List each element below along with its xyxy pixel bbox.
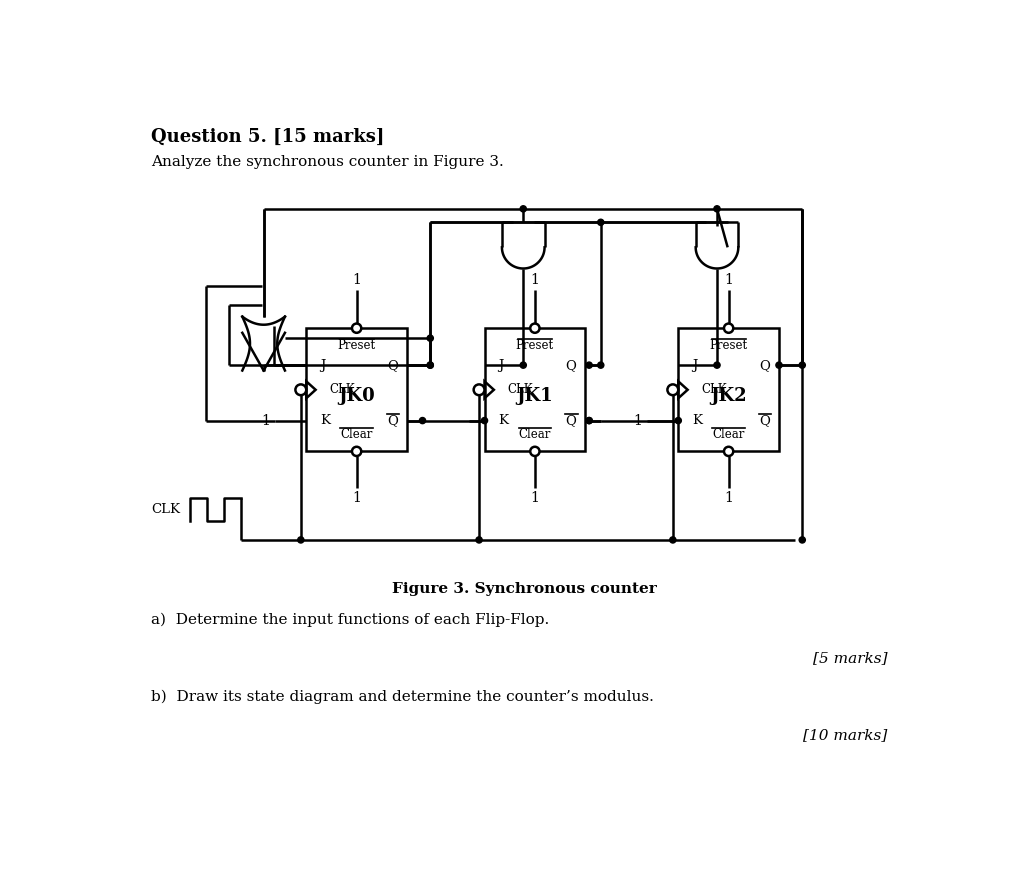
Circle shape xyxy=(420,418,426,424)
Circle shape xyxy=(481,418,487,424)
Text: J: J xyxy=(321,358,326,371)
Text: CLK: CLK xyxy=(152,503,180,516)
Circle shape xyxy=(427,362,433,368)
Text: 1: 1 xyxy=(724,274,733,288)
Circle shape xyxy=(714,362,720,368)
Text: [10 marks]: [10 marks] xyxy=(803,729,888,743)
Circle shape xyxy=(530,323,540,333)
Text: Clear: Clear xyxy=(713,428,744,441)
Text: 1: 1 xyxy=(634,413,642,427)
Circle shape xyxy=(586,362,592,368)
Circle shape xyxy=(586,418,592,424)
Text: 1: 1 xyxy=(530,490,540,504)
Text: JK0: JK0 xyxy=(338,387,375,405)
Circle shape xyxy=(586,418,592,424)
Text: Question 5. [15 marks]: Question 5. [15 marks] xyxy=(152,128,385,146)
Bar xyxy=(306,328,407,451)
Circle shape xyxy=(598,362,604,368)
Text: 1: 1 xyxy=(530,274,540,288)
Circle shape xyxy=(670,537,676,543)
Text: Q: Q xyxy=(387,414,397,427)
Circle shape xyxy=(352,323,361,333)
Text: b)  Draw its state diagram and determine the counter’s modulus.: b) Draw its state diagram and determine … xyxy=(152,690,654,704)
Text: 1: 1 xyxy=(352,274,361,288)
Text: Q: Q xyxy=(387,358,397,371)
Circle shape xyxy=(427,335,433,341)
Circle shape xyxy=(714,205,720,212)
Text: Preset: Preset xyxy=(710,338,748,351)
Circle shape xyxy=(776,362,782,368)
Text: 1: 1 xyxy=(261,413,270,427)
Text: Q: Q xyxy=(565,414,575,427)
Text: K: K xyxy=(499,414,509,427)
Text: JK2: JK2 xyxy=(711,387,746,405)
Text: CLK: CLK xyxy=(508,384,534,396)
Text: Analyze the synchronous counter in Figure 3.: Analyze the synchronous counter in Figur… xyxy=(152,155,504,169)
Text: Figure 3. Synchronous counter: Figure 3. Synchronous counter xyxy=(392,582,657,596)
Circle shape xyxy=(520,362,526,368)
Circle shape xyxy=(724,447,733,456)
Text: Clear: Clear xyxy=(519,428,551,441)
Bar xyxy=(678,328,779,451)
Circle shape xyxy=(668,385,678,395)
Text: 1: 1 xyxy=(724,490,733,504)
Text: Q: Q xyxy=(759,358,770,371)
Text: a)  Determine the input functions of each Flip-Flop.: a) Determine the input functions of each… xyxy=(152,613,550,628)
Circle shape xyxy=(724,323,733,333)
Circle shape xyxy=(474,385,484,395)
Circle shape xyxy=(476,537,482,543)
Circle shape xyxy=(295,385,306,395)
Text: 1: 1 xyxy=(352,490,361,504)
Text: Clear: Clear xyxy=(340,428,373,441)
Circle shape xyxy=(298,537,304,543)
Circle shape xyxy=(352,447,361,456)
Text: Q: Q xyxy=(565,358,575,371)
Text: [5 marks]: [5 marks] xyxy=(813,652,888,666)
Text: JK1: JK1 xyxy=(516,387,553,405)
Text: CLK: CLK xyxy=(701,384,727,396)
Text: J: J xyxy=(499,358,504,371)
Text: K: K xyxy=(692,414,702,427)
Circle shape xyxy=(675,418,681,424)
Circle shape xyxy=(530,447,540,456)
Text: J: J xyxy=(692,358,697,371)
Text: Preset: Preset xyxy=(516,338,554,351)
Circle shape xyxy=(520,205,526,212)
Bar xyxy=(484,328,586,451)
Text: Preset: Preset xyxy=(338,338,376,351)
Circle shape xyxy=(799,537,805,543)
Circle shape xyxy=(427,362,433,368)
Text: K: K xyxy=(321,414,330,427)
Text: CLK: CLK xyxy=(330,384,355,396)
Text: Q: Q xyxy=(759,414,770,427)
Circle shape xyxy=(799,362,805,368)
Circle shape xyxy=(598,219,604,225)
